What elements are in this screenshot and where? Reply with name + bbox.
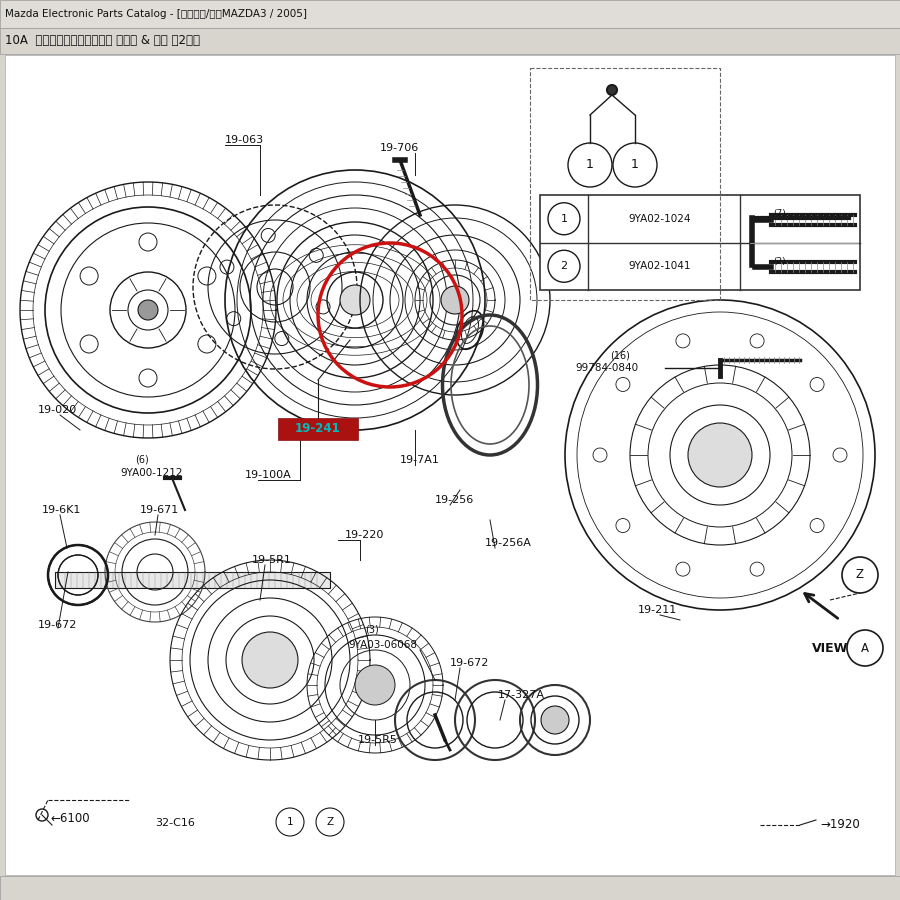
Text: 9YA00-1212: 9YA00-1212 <box>120 468 183 478</box>
Circle shape <box>688 423 752 487</box>
Circle shape <box>138 300 158 320</box>
Text: (7): (7) <box>774 210 787 219</box>
Text: Z: Z <box>856 569 864 581</box>
Text: 1: 1 <box>586 158 594 172</box>
Text: A: A <box>861 642 869 654</box>
Text: →1920: →1920 <box>820 818 859 831</box>
Text: 1: 1 <box>561 214 568 224</box>
Text: 2: 2 <box>561 261 568 271</box>
Text: 19-241: 19-241 <box>295 422 341 436</box>
Bar <box>0 876 900 900</box>
Text: 19-672: 19-672 <box>450 658 490 668</box>
Text: Z: Z <box>327 817 334 827</box>
Text: 19-672: 19-672 <box>38 620 77 630</box>
Text: 1: 1 <box>287 817 293 827</box>
Circle shape <box>355 665 395 705</box>
Text: 32-C16: 32-C16 <box>155 818 195 828</box>
Text: 19-256A: 19-256A <box>485 538 532 548</box>
Text: 17-327A: 17-327A <box>498 690 545 700</box>
Text: 1: 1 <box>631 158 639 172</box>
Text: 19-5R1: 19-5R1 <box>252 555 292 565</box>
Text: 19-256: 19-256 <box>435 495 474 505</box>
Bar <box>540 195 860 290</box>
Text: 9YA02-1041: 9YA02-1041 <box>629 261 691 271</box>
Text: 19-6K1: 19-6K1 <box>42 505 81 515</box>
Circle shape <box>441 286 469 314</box>
Text: 19-220: 19-220 <box>345 530 384 540</box>
Text: (3): (3) <box>365 625 379 635</box>
Text: 19-020: 19-020 <box>38 405 77 415</box>
FancyBboxPatch shape <box>278 418 358 440</box>
Text: 19-706: 19-706 <box>380 143 419 153</box>
Text: (2): (2) <box>774 256 787 266</box>
Text: VIEW: VIEW <box>812 642 848 654</box>
Text: (6): (6) <box>135 455 148 465</box>
Text: 19-671: 19-671 <box>140 505 179 515</box>
Text: ←6100: ←6100 <box>50 812 90 825</box>
Circle shape <box>340 285 370 315</box>
Text: 10A  自動変速器油力変矩器， 機油泵 & 管道 （2升）: 10A 自動変速器油力変矩器， 機油泵 & 管道 （2升） <box>5 34 200 48</box>
Text: 19-7A1: 19-7A1 <box>400 455 440 465</box>
Bar <box>0 0 900 28</box>
Circle shape <box>541 706 569 734</box>
Text: 19-5R5: 19-5R5 <box>358 735 398 745</box>
Bar <box>0 28 900 54</box>
Text: 9YA03-06068: 9YA03-06068 <box>348 640 417 650</box>
Circle shape <box>607 85 617 95</box>
Bar <box>55 572 330 588</box>
Text: 19-100A: 19-100A <box>245 470 292 480</box>
Text: 19-211: 19-211 <box>638 605 677 615</box>
Text: 19-063: 19-063 <box>225 135 264 145</box>
Text: 9YA02-1024: 9YA02-1024 <box>629 214 691 224</box>
Text: (16): (16) <box>610 350 630 360</box>
Text: 99784-0840: 99784-0840 <box>575 363 638 373</box>
Circle shape <box>242 632 298 688</box>
Text: Mazda Electronic Parts Catalog - [目次図像/文本MAZDA3 / 2005]: Mazda Electronic Parts Catalog - [目次図像/文… <box>5 9 307 19</box>
